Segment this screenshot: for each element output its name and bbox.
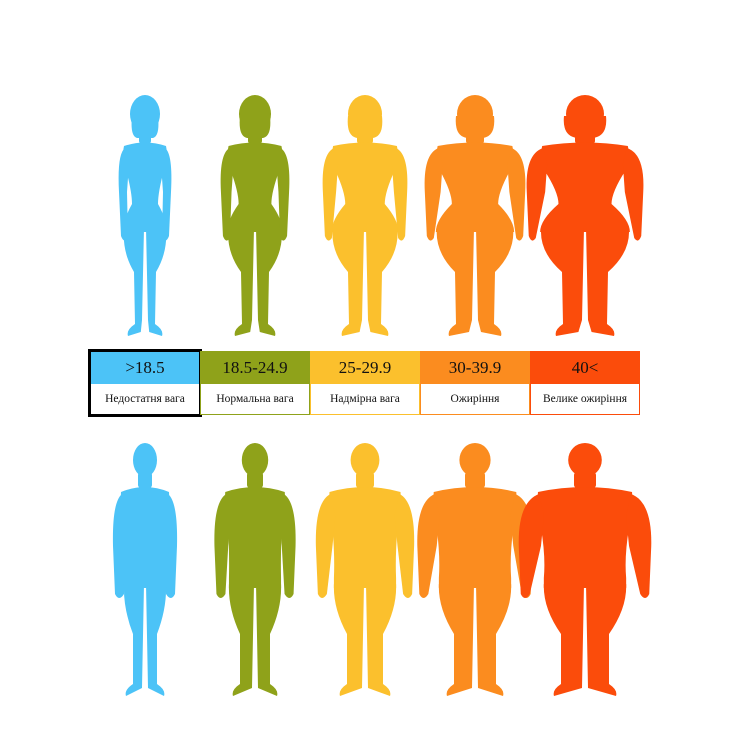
female-silhouette-severe-obese: [526, 92, 644, 342]
male-silhouettes-row: [0, 438, 740, 706]
male-silhouette-overweight: [310, 438, 420, 706]
bmi-range: 30-39.9: [448, 358, 502, 377]
bmi-band-severe-obese[interactable]: 40< Велике ожиріння: [530, 351, 640, 415]
bmi-band-normal[interactable]: 18.5-24.9 Нормальна вага: [200, 351, 310, 415]
female-silhouettes-row: [0, 92, 740, 342]
bmi-range: >18.5: [125, 358, 165, 377]
female-silhouette-underweight: [90, 92, 200, 342]
male-silhouette-obese: [417, 438, 533, 706]
bmi-category-bands: >18.5 Недостатня вага 18.5-24.9 Нормальн…: [88, 349, 640, 419]
bmi-band-underweight[interactable]: >18.5 Недостатня вага: [88, 349, 202, 417]
bmi-band-obese[interactable]: 30-39.9 Ожиріння: [420, 351, 530, 415]
male-silhouette-underweight: [90, 438, 200, 706]
bmi-category-label: Нормальна вага: [201, 384, 309, 414]
bmi-range: 40<: [571, 358, 599, 377]
bmi-band-overweight[interactable]: 25-29.9 Надмірна вага: [310, 351, 420, 415]
bmi-category-label: Велике ожиріння: [531, 384, 639, 414]
male-silhouette-severe-obese: [518, 438, 652, 706]
bmi-range: 18.5-24.9: [222, 358, 288, 377]
bmi-category-label: Надмірна вага: [311, 384, 419, 414]
bmi-range: 25-29.9: [338, 358, 392, 377]
bmi-category-label: Недостатня вага: [91, 384, 199, 414]
female-silhouette-normal: [200, 92, 310, 342]
female-silhouette-overweight: [310, 92, 420, 342]
female-silhouette-obese: [420, 92, 530, 342]
male-silhouette-normal: [200, 438, 310, 706]
bmi-category-label: Ожиріння: [421, 384, 529, 414]
